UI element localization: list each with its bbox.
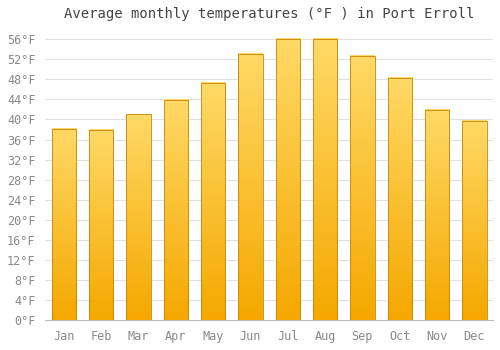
Bar xyxy=(388,78,412,320)
Bar xyxy=(462,121,486,320)
Bar xyxy=(276,38,300,320)
Bar xyxy=(425,110,449,320)
Bar xyxy=(89,130,114,320)
Bar xyxy=(126,114,150,320)
Bar xyxy=(201,83,226,320)
Bar xyxy=(52,129,76,320)
Bar xyxy=(313,38,337,320)
Bar xyxy=(164,100,188,320)
Bar xyxy=(350,56,374,320)
Title: Average monthly temperatures (°F ) in Port Erroll: Average monthly temperatures (°F ) in Po… xyxy=(64,7,474,21)
Bar xyxy=(238,54,262,320)
